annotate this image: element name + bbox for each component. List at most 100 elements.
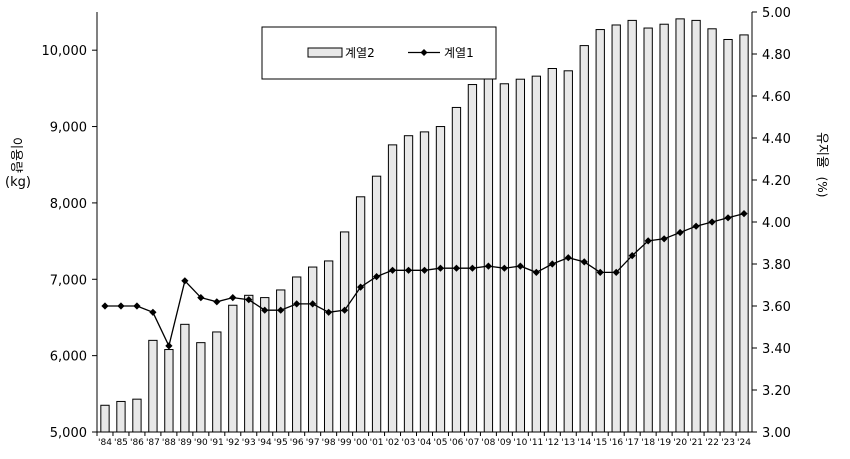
- left-tick-label: 8,000: [50, 197, 87, 212]
- bar: [435, 126, 446, 433]
- x-tick-label: '01: [370, 438, 384, 448]
- right-axis-title-line1: 유지율: [814, 132, 829, 168]
- line-point: [436, 264, 445, 272]
- left-axis-title-line1: 이용량: [8, 137, 23, 173]
- right-tick-label: 4.40: [762, 132, 791, 147]
- bar: [260, 297, 270, 433]
- right-tick-label: 3.40: [762, 342, 791, 357]
- right-tick-label: 3.20: [762, 384, 791, 399]
- line-point: [229, 294, 237, 302]
- line-point: [628, 252, 636, 260]
- line-point: [740, 210, 748, 218]
- x-tick-label: '06: [449, 438, 463, 448]
- x-tick-label: '18: [641, 438, 655, 448]
- left-tick-label: 6,000: [50, 350, 87, 365]
- right-axis-title: 유지율 (%): [814, 132, 829, 197]
- x-tick-label: '96: [290, 438, 304, 448]
- line-point: [708, 218, 716, 226]
- left-tick-label: 5,000: [50, 426, 87, 441]
- x-tick-label: '98: [322, 438, 336, 448]
- line-point: [245, 296, 253, 304]
- bar: [180, 323, 190, 433]
- x-tick-label: '08: [481, 438, 495, 448]
- x-tick-label: '90: [194, 438, 208, 448]
- line-series: [101, 210, 748, 350]
- line-point: [564, 254, 572, 262]
- line-point: [612, 268, 620, 276]
- x-tick-label: '97: [306, 438, 320, 448]
- legend-swatch-marker: [420, 49, 428, 56]
- line-point: [484, 262, 493, 270]
- bar: [627, 19, 637, 433]
- line-point: [516, 262, 524, 270]
- bar: [531, 75, 541, 433]
- x-tick-label: '16: [609, 438, 623, 448]
- legend-swatch-bar: [307, 47, 343, 58]
- bar: [339, 231, 350, 433]
- x-tick-label: '89: [178, 438, 192, 448]
- bar: [148, 339, 158, 433]
- x-tick-label: '03: [402, 438, 416, 448]
- line-point: [261, 306, 269, 314]
- legend-box: [261, 26, 497, 80]
- bar: [244, 294, 254, 433]
- right-axis-title-line2: (%): [815, 177, 829, 198]
- bar: [419, 131, 430, 433]
- bar: [675, 18, 685, 433]
- line-point: [277, 306, 285, 314]
- line-point: [181, 277, 189, 285]
- line-point: [580, 258, 588, 266]
- x-tick-label: '02: [386, 438, 400, 448]
- bar: [499, 83, 510, 433]
- bar: [483, 72, 494, 433]
- line-point: [356, 283, 365, 291]
- bar: [547, 68, 557, 433]
- tick-labels: 5,000 6,000 7,000 8,000 9,000 10,000 3.00 3.20 3…: [42, 6, 791, 448]
- x-tick-label: '85: [114, 438, 128, 448]
- bar: [100, 404, 110, 433]
- line-point: [293, 300, 301, 308]
- x-tick-label: '21: [689, 438, 703, 448]
- line-point: [548, 260, 556, 268]
- bar: [323, 260, 334, 433]
- left-tick-label: 9,000: [50, 121, 87, 136]
- line-point: [309, 300, 317, 308]
- right-tick-label: 4.60: [762, 90, 791, 105]
- line-point: [213, 298, 221, 306]
- line-point: [197, 294, 205, 302]
- right-tick-label: 3.60: [762, 300, 791, 315]
- line-point: [452, 264, 461, 272]
- x-tick-label: '11: [529, 438, 543, 448]
- line-point: [133, 302, 141, 310]
- x-tick-label: '87: [146, 438, 160, 448]
- line-point: [165, 342, 173, 350]
- line-point: [692, 222, 700, 230]
- line-point: [532, 268, 540, 276]
- bar: [292, 276, 302, 433]
- right-tick-label: 4.00: [762, 216, 791, 231]
- x-tick-label: '94: [258, 438, 272, 448]
- line-point: [500, 264, 508, 272]
- line-point: [660, 235, 668, 243]
- line-point: [676, 228, 684, 237]
- legend: 계열2 계열1: [261, 26, 497, 80]
- x-tick-label: '14: [577, 438, 591, 448]
- x-tick-label: '04: [418, 438, 432, 448]
- right-tick-label: 3.00: [762, 426, 791, 441]
- legend-label-bar: 계열2: [345, 46, 375, 60]
- bar: [196, 342, 206, 433]
- bar: [739, 34, 749, 433]
- bar: [707, 28, 717, 433]
- bar: [595, 29, 605, 433]
- bar: [563, 70, 573, 433]
- bar: [212, 331, 222, 433]
- bar: [387, 144, 398, 433]
- left-tick-label: 7,000: [50, 273, 87, 288]
- x-tick-label: '07: [465, 438, 479, 448]
- x-tick-label: '20: [673, 438, 687, 448]
- bar: [116, 400, 126, 433]
- line-point: [404, 266, 413, 274]
- bar: [515, 78, 526, 433]
- x-tick-label: '13: [561, 438, 575, 448]
